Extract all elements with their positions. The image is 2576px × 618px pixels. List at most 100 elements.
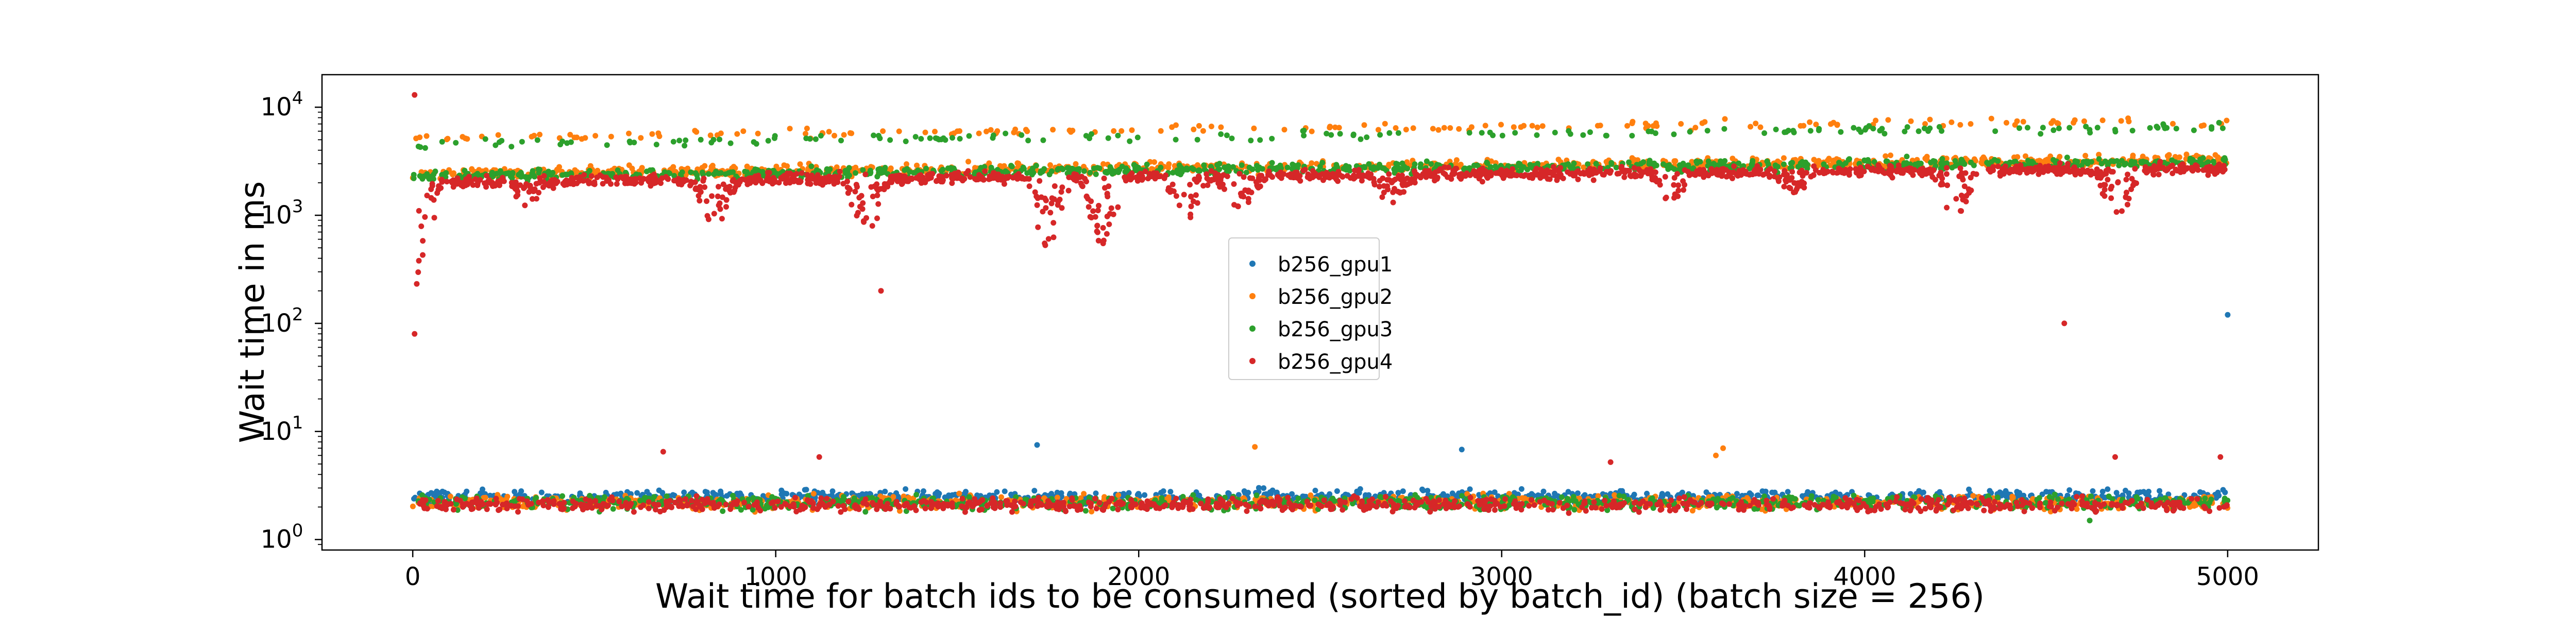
b256_gpu1-point [2222, 489, 2228, 495]
b256_gpu4-point [908, 505, 914, 511]
b256_gpu1-point [1356, 490, 1362, 496]
b256_gpu4-point [1676, 495, 1682, 501]
b256_gpu4-point [1225, 501, 1231, 507]
b256_gpu4-point [1666, 503, 1672, 509]
b256_gpu1-point [487, 492, 493, 499]
b256_gpu4-point [594, 502, 600, 508]
b256_gpu4-point [583, 496, 589, 502]
b256_gpu4-point [1492, 502, 1498, 508]
b256_gpu4-point [1277, 503, 1283, 509]
b256_gpu1-point [411, 495, 417, 502]
b256_gpu2-point [1218, 124, 1224, 130]
b256_gpu4-point [1340, 507, 1346, 513]
b256_gpu4-point [1566, 510, 1572, 516]
b256_gpu4-point [1018, 499, 1024, 505]
b256_gpu1-point [1565, 489, 1571, 495]
b256_gpu4-point [1918, 508, 1924, 514]
b256_gpu2-point [504, 493, 511, 500]
b256_gpu3-point [1564, 495, 1570, 502]
b256_gpu4-point [1069, 495, 1075, 501]
b256_gpu4-point [1918, 496, 1924, 502]
b256_gpu2-point [2099, 117, 2106, 124]
b256_gpu4-point [1036, 494, 1042, 501]
b256_gpu4-point [1637, 501, 1643, 507]
b256_gpu4-point [1428, 501, 1434, 507]
b256_gpu1-point [1785, 489, 1791, 495]
b256_gpu4-point [1853, 505, 1859, 511]
b256_gpu3-point [1808, 493, 1815, 499]
b256_gpu1-point [1269, 487, 1276, 493]
b256_gpu4-point [922, 505, 928, 511]
b256_gpu4-point [862, 496, 869, 502]
b256_gpu4-point [2089, 505, 2095, 511]
b256_gpu2-point [1435, 127, 1442, 133]
b256_gpu4-point [2138, 500, 2144, 506]
b256_gpu4-point [961, 504, 968, 510]
b256_gpu1-point [935, 493, 941, 499]
b256_gpu4-point [1549, 501, 1555, 507]
b256_gpu4-point [824, 495, 830, 502]
b256_gpu4-point [1845, 500, 1851, 506]
b256_gpu2-point [1441, 125, 1447, 131]
b256_gpu4-point [1144, 498, 1150, 504]
b256_gpu4-point [558, 506, 564, 512]
b256_gpu4-point [1413, 503, 1419, 509]
b256_gpu4-point [1681, 494, 1687, 500]
b256_gpu2-point [1208, 124, 1214, 129]
b256_gpu4-point [1783, 502, 1789, 508]
b256_gpu4-point [2013, 500, 2020, 506]
b256_gpu1-point [1241, 488, 1247, 494]
b256_gpu4-point [444, 501, 450, 507]
b256_gpu4-point [2097, 503, 2104, 509]
b256_gpu4-point [1556, 500, 1563, 506]
b256_gpu4-point [2161, 503, 2167, 509]
b256_gpu1-point [1734, 491, 1740, 497]
b256_gpu4-point [1897, 500, 1904, 506]
b256_gpu3-point [637, 497, 643, 504]
b256_gpu3-point [462, 167, 468, 174]
b256_gpu2-point [1807, 119, 1813, 125]
b256_gpu4-point [1045, 498, 1051, 504]
b256_gpu4-point [2202, 505, 2209, 511]
b256_gpu4-point [2216, 505, 2223, 511]
b256_gpu4-point [2194, 496, 2200, 502]
b256_gpu2-point [880, 128, 886, 134]
b256_gpu4-point [1418, 499, 1425, 505]
b256_gpu4-point [1044, 503, 1050, 509]
b256_gpu1-point [1467, 486, 1473, 492]
b256_gpu4-point [2029, 505, 2035, 511]
b256_gpu4-point [1113, 501, 1120, 507]
b256_gpu4-point [1368, 503, 1375, 508]
b256_gpu1-point [2126, 490, 2132, 496]
b256_gpu4-point [972, 496, 977, 502]
b256_gpu4-point [1369, 496, 1375, 502]
b256_gpu4-point [1432, 506, 1438, 512]
b256_gpu4-point [1326, 502, 1332, 508]
b256_gpu4-point [1617, 502, 1622, 508]
b256_gpu4-point [2170, 508, 2176, 514]
b256_gpu2-point [841, 132, 847, 138]
b256_gpu1-point [1093, 490, 1099, 496]
b256_gpu4-point [546, 497, 552, 504]
b256_gpu1-point [1987, 488, 1993, 494]
b256_gpu2-point [1066, 127, 1073, 133]
b256_gpu4-point [802, 504, 808, 510]
b256_gpu4-point [1969, 500, 1975, 506]
b256_gpu2-point [2224, 117, 2230, 124]
b256_gpu4-point [1229, 495, 1235, 502]
b256_gpu4-point [855, 504, 860, 510]
b256_gpu4-point [945, 503, 951, 509]
b256_gpu4-point [2109, 501, 2115, 507]
b256_gpu4-point [1591, 499, 1597, 505]
b256_gpu3-point [2106, 493, 2112, 500]
b256_gpu1-point [1644, 490, 1650, 496]
b256_gpu4-point [1609, 504, 1616, 510]
b256_gpu1-point [2157, 488, 2163, 494]
b256_gpu2-point [531, 132, 537, 139]
b256_gpu4-point [1153, 505, 1159, 511]
b256_gpu2-point [1511, 124, 1517, 130]
b256_gpu2-point [2042, 157, 2048, 163]
b256_gpu4-point [1684, 502, 1690, 508]
b256_gpu1-point [1916, 488, 1922, 494]
b256_gpu2-point [1671, 158, 1677, 164]
